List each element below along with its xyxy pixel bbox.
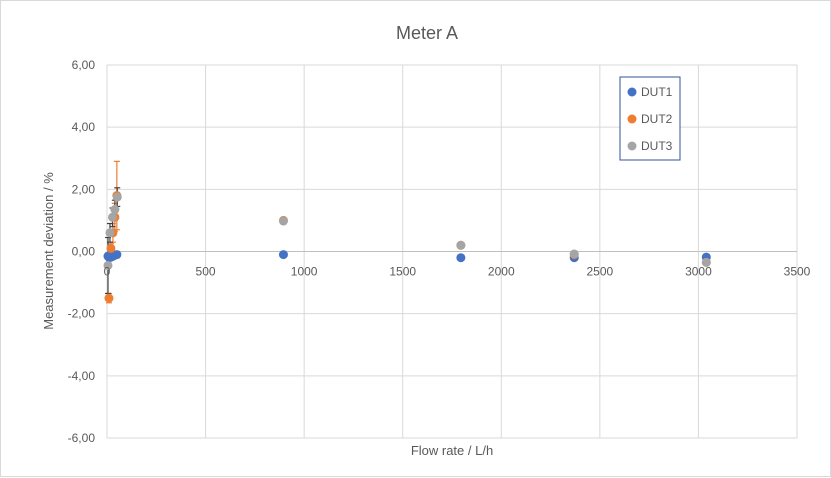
data-point-dut1 bbox=[456, 253, 466, 263]
y-axis-title: Measurement deviation / % bbox=[41, 172, 56, 330]
y-tick-label: -6,00 bbox=[68, 431, 96, 445]
legend-marker-dut3 bbox=[627, 141, 637, 151]
legend: DUT1 DUT2 DUT3 bbox=[619, 76, 681, 161]
x-axis-title: Flow rate / L/h bbox=[411, 443, 493, 458]
data-point-dut2 bbox=[106, 243, 116, 253]
data-point-dut2 bbox=[104, 293, 114, 303]
legend-marker-dut2 bbox=[627, 114, 637, 124]
x-tick-label: 500 bbox=[196, 265, 216, 279]
data-points bbox=[103, 191, 711, 303]
data-point-dut3 bbox=[108, 212, 118, 222]
data-point-dut3 bbox=[278, 216, 288, 226]
x-tick-label: 2000 bbox=[488, 265, 515, 279]
data-point-dut3 bbox=[105, 228, 115, 238]
data-point-dut3 bbox=[103, 260, 113, 270]
legend-marker-dut1 bbox=[627, 87, 637, 97]
x-tick-label: 1000 bbox=[291, 265, 318, 279]
legend-label: DUT3 bbox=[641, 139, 673, 153]
x-tick-label: 3000 bbox=[685, 265, 712, 279]
x-tick-label: 0 bbox=[104, 265, 111, 279]
y-tick-label: 6,00 bbox=[72, 58, 96, 72]
data-point-dut3 bbox=[112, 192, 122, 202]
data-point-dut1 bbox=[112, 250, 122, 260]
gridlines bbox=[106, 64, 798, 439]
legend-label: DUT1 bbox=[641, 85, 673, 99]
x-tick-label: 3500 bbox=[784, 265, 811, 279]
data-point-dut3 bbox=[701, 257, 711, 267]
data-point-dut1 bbox=[278, 250, 288, 260]
y-tick-label: 4,00 bbox=[72, 120, 96, 134]
y-tick-label: 2,00 bbox=[72, 182, 96, 196]
x-tick-label: 1500 bbox=[389, 265, 416, 279]
data-point-dut3 bbox=[569, 249, 579, 259]
y-tick-label: 0,00 bbox=[72, 245, 96, 259]
x-tick-label: 2500 bbox=[587, 265, 614, 279]
chart-title: Meter A bbox=[396, 23, 458, 43]
tick-labels: 0 500 1000 1500 2000 2500 3000 3500 -6,00 -4,00 -2… bbox=[68, 58, 811, 445]
data-point-dut3 bbox=[456, 240, 466, 250]
y-tick-label: -2,00 bbox=[68, 307, 96, 321]
legend-label: DUT2 bbox=[641, 112, 673, 126]
data-point-dut3 bbox=[110, 205, 120, 215]
y-tick-label: -4,00 bbox=[68, 369, 96, 383]
